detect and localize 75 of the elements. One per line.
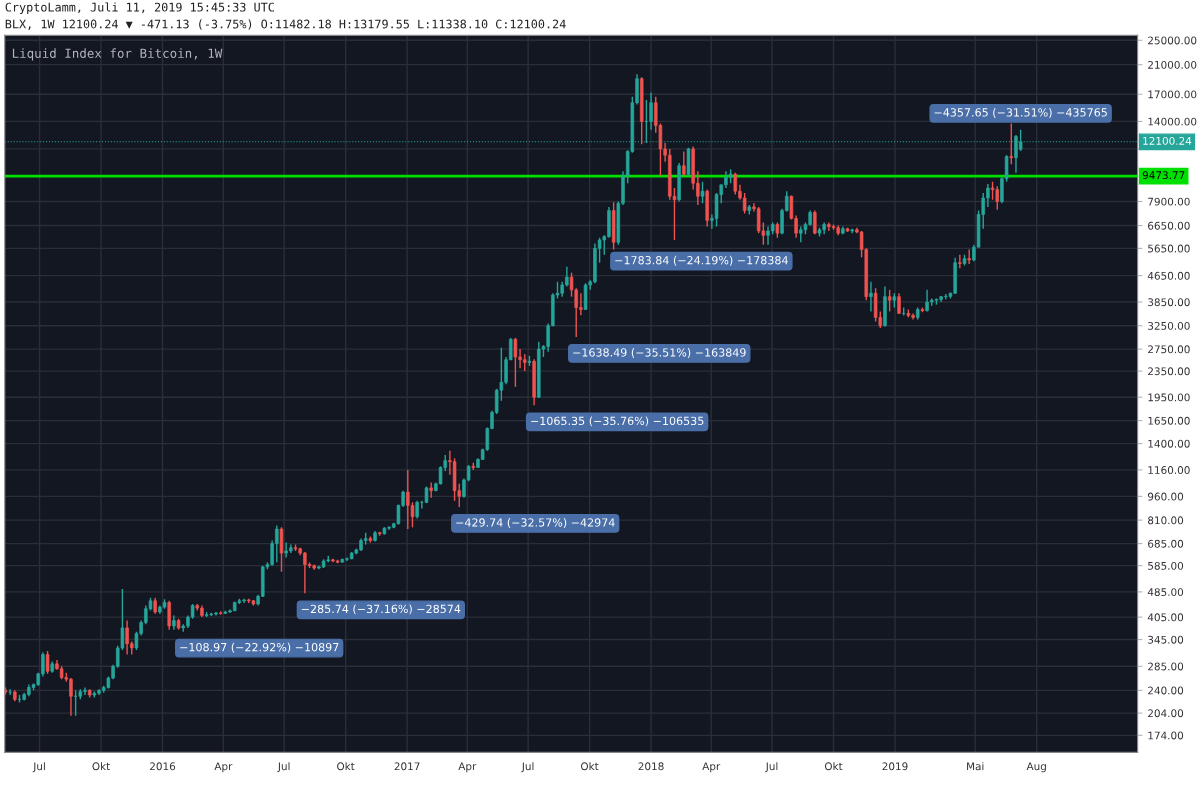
x-tick-label: Apr <box>458 762 477 773</box>
candlestick <box>967 248 971 265</box>
x-tick-label: Apr <box>702 762 721 773</box>
ref-line-label: 9473.77 <box>1142 171 1185 180</box>
y-tick-label: 1650.00 <box>1148 416 1190 425</box>
candlestick <box>869 281 873 313</box>
candlestick <box>756 206 761 234</box>
candlestick <box>700 180 705 204</box>
x-tick-label: Okt <box>337 762 355 771</box>
annotation: −429.74 (−32.57%) −42974 <box>456 518 615 528</box>
candlestick <box>682 150 686 177</box>
y-tick-label: 7900.00 <box>1148 197 1190 206</box>
y-tick-label: 405.00 <box>1147 613 1184 622</box>
candlestick <box>513 337 518 388</box>
annotation: −108.97 (−22.92%) −10897 <box>180 642 339 653</box>
text: Liquid Index for Bitcoin, 1W <box>12 48 223 61</box>
y-tick-label: 174.00 <box>1148 731 1184 740</box>
annotation: −285.74 (−37.16%) −28574 <box>301 604 461 615</box>
candlestick <box>733 172 738 196</box>
x-tick-label: Jul <box>765 762 778 773</box>
y-tick-label: 1950.00 <box>1148 393 1190 402</box>
y-tick-label: 14000.00 <box>1148 117 1197 126</box>
x-tick-label: Jul <box>521 762 534 773</box>
candlestick <box>167 600 171 631</box>
y-tick-label: 2750.00 <box>1148 345 1190 354</box>
y-tick-label: 240.00 <box>1148 686 1184 695</box>
y-tick-label: 4650.00 <box>1147 271 1190 280</box>
y-tick-label: 285.00 <box>1148 662 1184 671</box>
y-tick-label: 585.00 <box>1148 561 1184 570</box>
y-tick-label: 345.00 <box>1148 635 1184 644</box>
x-tick-label: Mai <box>967 762 984 771</box>
annotation: −1783.84 (−24.19%) −178384 <box>615 255 788 266</box>
candlestick <box>887 289 892 313</box>
y-tick-label: 6650.00 <box>1148 221 1190 230</box>
x-tick-label: Aug <box>1026 762 1046 773</box>
candlestick <box>429 481 433 499</box>
ref-line-label: 12100.24 <box>1143 136 1192 145</box>
text: CryptoLamm, Juli 11, 2019 15:45:33 UTC <box>5 2 274 14</box>
y-tick-label: 1160.00 <box>1148 466 1190 474</box>
x-tick-label: Okt <box>824 762 843 771</box>
x-tick-label: Okt <box>92 762 110 771</box>
y-tick-label: 810.00 <box>1148 516 1184 525</box>
x-tick-label: Apr <box>214 762 233 773</box>
y-tick-label: 960.00 <box>1147 492 1184 501</box>
y-tick-label: 485.00 <box>1147 588 1184 596</box>
y-tick-label: 1400.00 <box>1148 439 1190 448</box>
x-tick-label: Jul <box>277 762 290 773</box>
x-tick-label: 2019 <box>882 762 908 771</box>
annotation: −1065.35 (−35.76%) −106535 <box>531 416 704 427</box>
candlestick <box>990 180 995 201</box>
candlestick <box>8 688 12 696</box>
annotation: −1638.49 (−35.51%) −163849 <box>573 348 746 358</box>
y-tick-label: 204.00 <box>1148 709 1184 718</box>
y-tick-label: 5650.00 <box>1148 244 1190 253</box>
candlestick <box>649 91 653 131</box>
annotation: −4357.65 (−31.51%) −435765 <box>934 108 1107 118</box>
x-tick-label: 2017 <box>394 762 420 771</box>
y-tick-label: 685.00 <box>1148 539 1184 548</box>
candlestick <box>958 254 962 269</box>
candlestick <box>45 650 50 675</box>
y-tick-label: 2350.00 <box>1148 367 1190 376</box>
x-tick-label: 2018 <box>638 762 664 771</box>
candlestick <box>897 292 901 315</box>
y-tick-label: 3850.00 <box>1148 298 1190 307</box>
candlestick <box>742 192 747 215</box>
y-tick-label: 25000.00 <box>1148 36 1197 45</box>
x-tick-label: 2016 <box>150 762 176 771</box>
candlestick <box>995 185 1000 211</box>
y-tick-label: 21000.00 <box>1148 60 1197 69</box>
y-tick-label: 17000.00 <box>1148 90 1197 99</box>
y-tick-label: 3250.00 <box>1148 321 1190 330</box>
x-tick-label: Okt <box>581 762 599 771</box>
candlestick <box>1009 122 1014 166</box>
x-tick-label: Jul <box>32 762 45 773</box>
text: BLX, 1W 12100.24 ▼ -471.13 (-3.75%) O:11482.18 H:13179.55 L:11338.10 C:12100.24 <box>5 19 566 30</box>
